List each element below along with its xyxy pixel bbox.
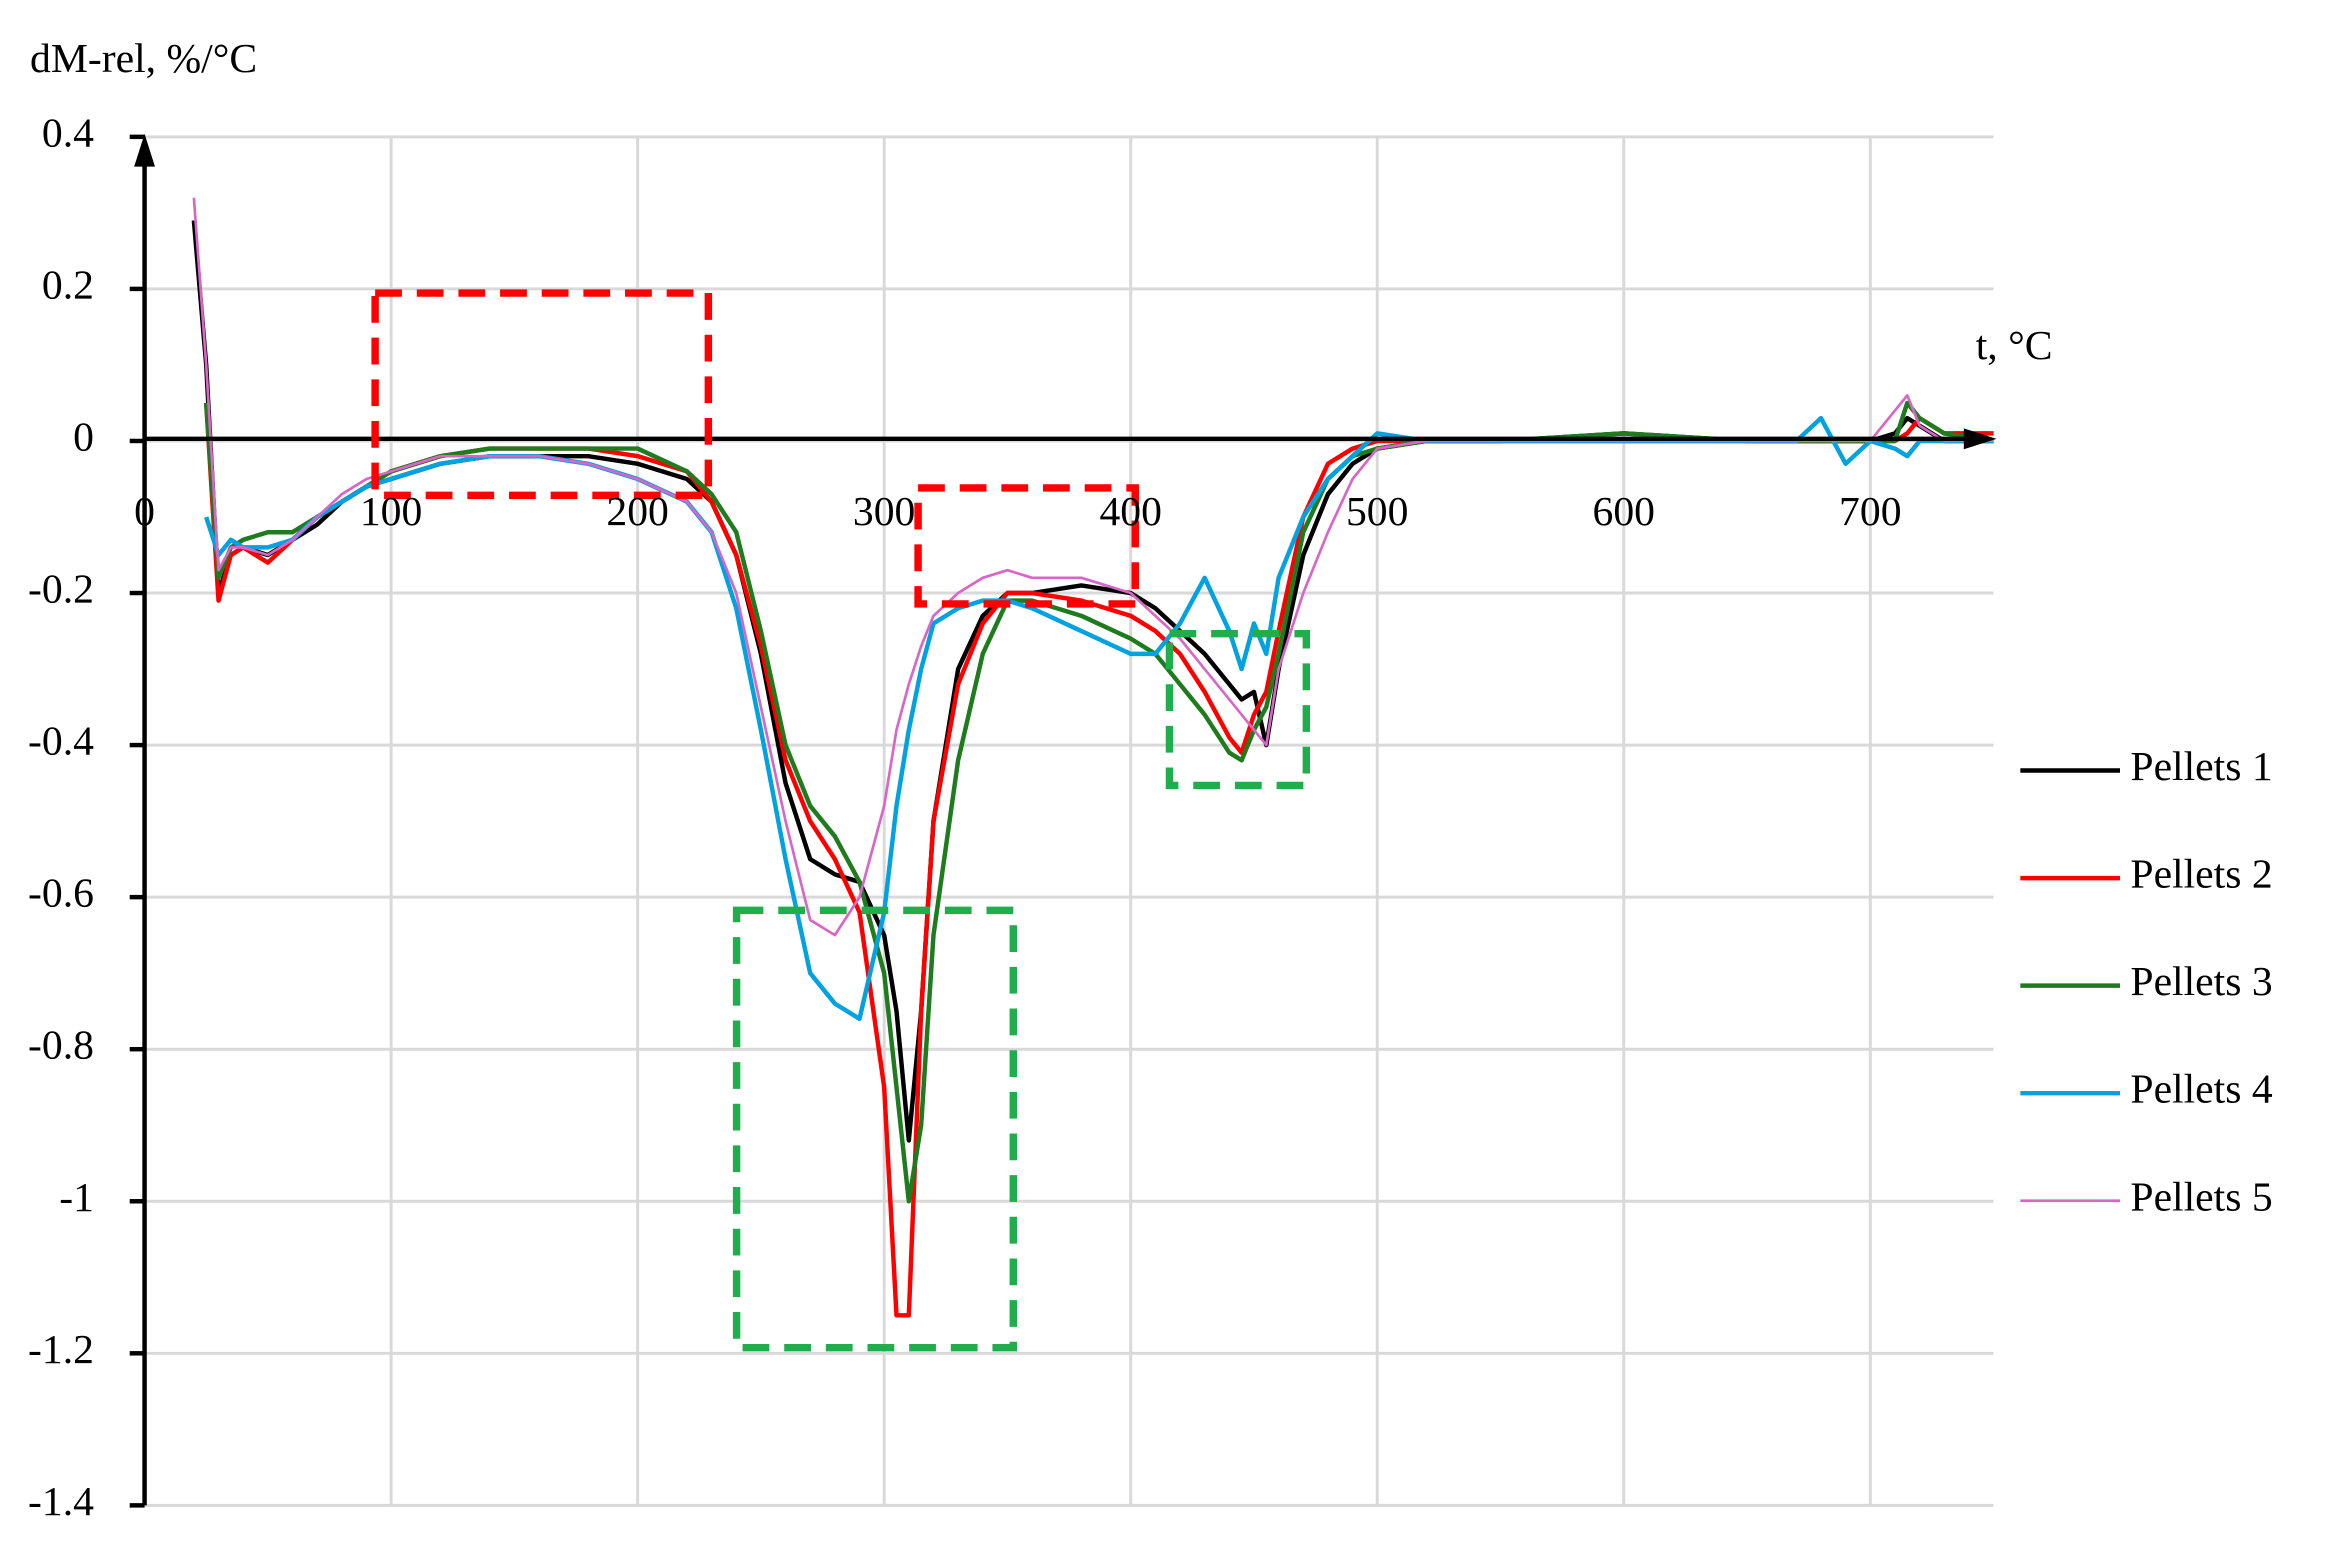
y-axis-title: dM-rel, %/°C [30,36,257,82]
legend-label: Pellets 1 [2130,744,2272,790]
x-tick-label: 0 [134,489,155,535]
y-tick-label: -0.8 [28,1023,94,1069]
x-tick-label: 600 [1593,489,1655,535]
y-tick-label: 0.4 [42,110,94,156]
x-tick-label: 400 [1099,489,1161,535]
y-tick-label: 0 [73,415,94,461]
y-tick-label: -1.4 [28,1479,94,1525]
series-line [203,402,1994,1318]
y-axis-arrow [134,133,155,167]
y-tick-label: -1 [59,1175,94,1221]
x-tick-label: 200 [606,489,668,535]
series-line [191,220,1994,1143]
highlight-box [1165,629,1311,790]
highlight-box [732,906,1018,1352]
highlight-box [914,484,1139,608]
legend-label: Pellets 2 [2130,852,2272,898]
grid [144,135,1994,1507]
legend: Pellets 1 Pellets 2 Pellets 3 Pellets 4 Pell… [2020,744,2273,1220]
x-axis-title: t, °C [1976,323,2053,369]
x-tick-label: 300 [853,489,915,535]
legend-label: Pellets 3 [2130,959,2272,1005]
y-tick-label: 0.2 [42,262,94,308]
x-axis-arrow [1963,428,1997,450]
y-tick-label: -0.4 [28,719,94,765]
x-tick-label: 500 [1346,489,1408,535]
plot-area [191,197,1994,1318]
legend-label: Pellets 5 [2130,1174,2272,1220]
x-tick-label: 100 [360,489,422,535]
series-line [192,197,1994,937]
x-tick-label: 700 [1839,489,1901,535]
y-tick-label: -0.6 [28,871,94,917]
highlight-box [371,289,713,500]
y-tick-label: -1.2 [28,1327,94,1373]
legend-label: Pellets 4 [2130,1067,2272,1113]
y-tick-label: -0.2 [28,567,94,613]
